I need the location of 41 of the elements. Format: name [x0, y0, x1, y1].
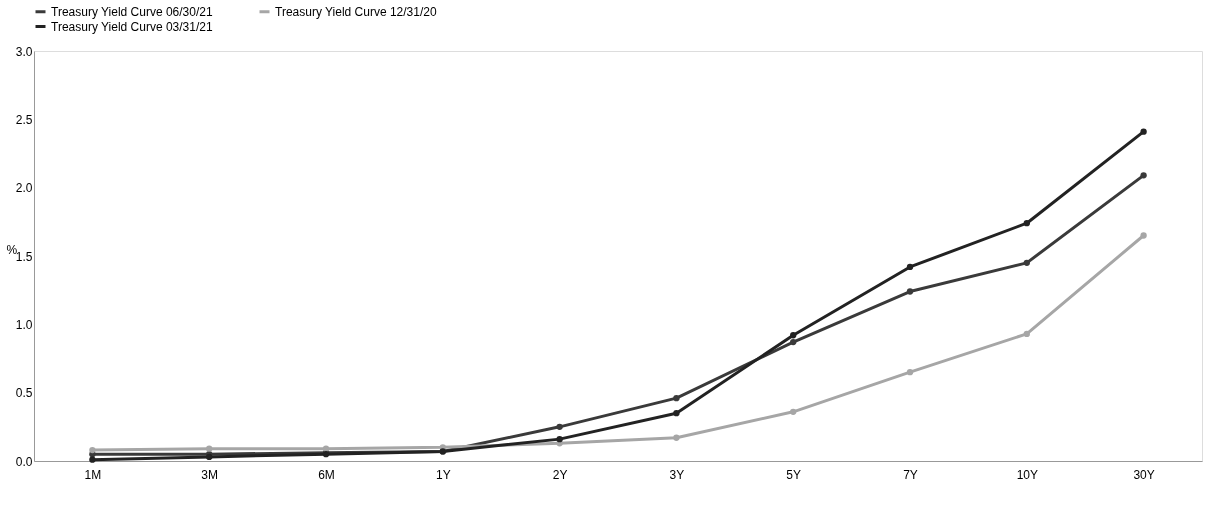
point: [556, 435, 563, 443]
point: [906, 263, 914, 271]
point: [790, 332, 797, 339]
point: [673, 410, 680, 417]
point: [206, 445, 213, 452]
point: [673, 434, 680, 441]
x-tick-label: 2Y: [552, 467, 568, 482]
y-tick-label: 0.0: [15, 454, 33, 469]
point: [89, 446, 96, 454]
point: [906, 369, 914, 376]
point: [89, 456, 96, 463]
point: [1140, 128, 1147, 135]
x-tick-label: 7Y: [903, 467, 918, 482]
x-tick-label: 30Y: [1133, 467, 1155, 482]
legend-label: Treasury Yield Curve 03/31/21: [51, 19, 213, 34]
point: [1023, 220, 1030, 227]
y-tick-label: 2.0: [15, 181, 33, 196]
point: [673, 394, 680, 402]
x-tick-label: 5Y: [786, 467, 802, 482]
x-tick-label: 6M: [318, 467, 335, 482]
legend-label: Treasury Yield Curve 12/31/20: [275, 4, 437, 19]
x-tick-label: 3Y: [669, 467, 685, 482]
point: [322, 445, 330, 452]
point: [906, 288, 914, 295]
point: [790, 338, 797, 346]
x-tick-label: 1M: [84, 467, 102, 482]
legend-label: Treasury Yield Curve 06/30/21: [51, 4, 213, 19]
point: [556, 423, 563, 430]
point: [1023, 259, 1030, 266]
x-tick-label: 3M: [201, 467, 219, 482]
point: [1140, 172, 1147, 179]
x-tick-label: 1Y: [435, 467, 451, 482]
point: [1023, 330, 1030, 338]
point: [790, 408, 797, 415]
y-axis-title: %: [6, 242, 18, 257]
y-tick-label: 3.0: [15, 44, 33, 59]
point: [1140, 232, 1147, 239]
y-tick-label: 2.5: [15, 112, 33, 127]
y-tick-label: 1.0: [15, 317, 33, 332]
y-tick-label: 0.5: [15, 386, 33, 401]
x-tick-label: 10Y: [1016, 467, 1038, 482]
